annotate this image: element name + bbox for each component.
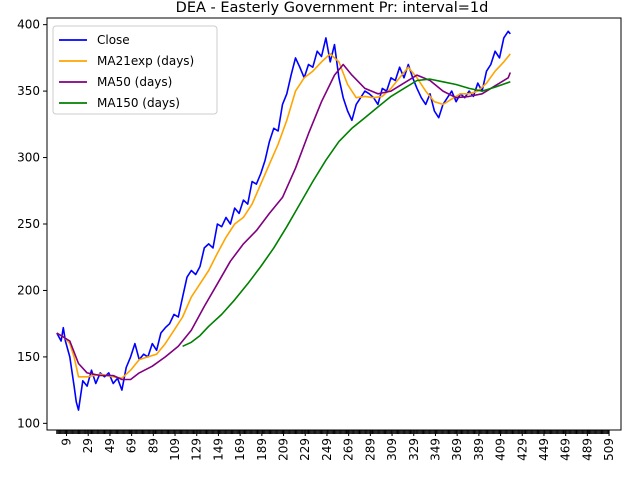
- legend-label-2: MA50 (days): [97, 75, 172, 89]
- y-tick-label: 150: [17, 350, 40, 364]
- x-tick-label: 149: [211, 438, 225, 461]
- series-layer: [56, 30, 512, 411]
- x-tick-label: 429: [515, 438, 529, 461]
- series-line-1: [56, 53, 511, 379]
- x-tick-label: 69: [125, 438, 139, 453]
- x-tick-label: 389: [472, 438, 486, 461]
- y-tick-label: 400: [17, 18, 40, 32]
- x-tick-label: 109: [168, 438, 182, 461]
- x-tick-label: 449: [537, 438, 551, 461]
- x-tick-label: 9: [60, 438, 74, 446]
- x-tick-label: 469: [559, 438, 573, 461]
- x-tick-label: 129: [190, 438, 204, 461]
- x-tick-label: 369: [450, 438, 464, 461]
- x-tick-label: 289: [363, 438, 377, 461]
- x-tick-label: 209: [277, 438, 291, 461]
- x-tick-label: 509: [602, 438, 616, 461]
- x-tick-label: 229: [298, 438, 312, 461]
- x-tick-label: 269: [342, 438, 356, 461]
- x-tick-label: 189: [255, 438, 269, 461]
- x-tick-label: 409: [494, 438, 508, 461]
- legend: Close MA21exp (days) MA50 (days) MA150 (day…: [52, 25, 218, 115]
- x-tick-label: 329: [407, 438, 421, 461]
- x-tick-label: 89: [146, 438, 160, 453]
- series-line-3: [182, 78, 511, 348]
- legend-label-3: MA150 (days): [97, 96, 180, 110]
- series-line-2: [56, 63, 512, 381]
- series-line-0: [56, 30, 511, 411]
- x-tick-label: 249: [320, 438, 334, 461]
- x-tick-label: 309: [385, 438, 399, 461]
- x-tick-label: 349: [428, 438, 442, 461]
- x-tick-label: 49: [103, 438, 117, 453]
- y-tick-label: 250: [17, 217, 40, 231]
- legend-label-0: Close: [97, 33, 130, 47]
- x-tick-label: 29: [81, 438, 95, 453]
- legend-box: [52, 25, 218, 115]
- y-tick-label: 100: [17, 416, 40, 430]
- legend-label-1: MA21exp (days): [97, 54, 194, 68]
- x-tick-label: 169: [233, 438, 247, 461]
- plot-frame: [46, 17, 622, 431]
- axis-layer: 100 150 200 250 300 350 400 9 29 49 69 89 109 129 149 1…: [17, 18, 616, 461]
- y-tick-label: 300: [17, 151, 40, 165]
- y-tick-label: 350: [17, 84, 40, 98]
- chart-title: DEA - Easterly Government Pr: interval=1…: [176, 0, 489, 16]
- x-tick-label: 489: [580, 438, 594, 461]
- y-tick-label: 200: [17, 283, 40, 297]
